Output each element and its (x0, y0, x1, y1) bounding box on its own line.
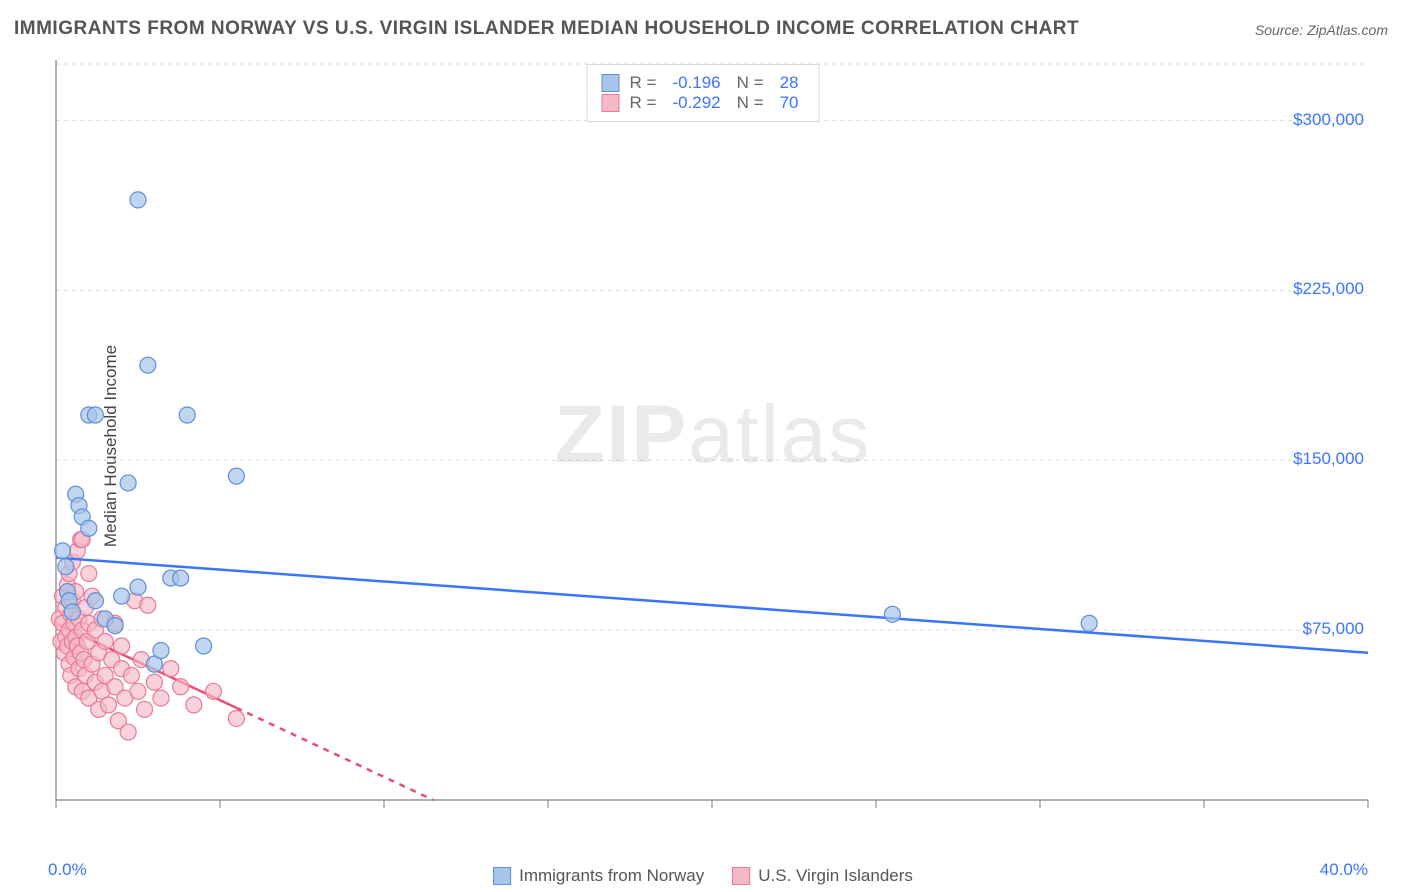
legend-label: U.S. Virgin Islanders (758, 866, 913, 886)
legend-label: Immigrants from Norway (519, 866, 704, 886)
n-value: 28 (774, 73, 805, 93)
y-tick-label: $225,000 (1293, 279, 1364, 299)
r-value: -0.292 (666, 93, 726, 113)
legend-swatch (732, 867, 750, 885)
legend-item: Immigrants from Norway (493, 866, 704, 886)
chart-title: IMMIGRANTS FROM NORWAY VS U.S. VIRGIN IS… (14, 18, 1079, 40)
n-label: N = (737, 73, 764, 93)
n-label: N = (737, 93, 764, 113)
source-label: Source: ZipAtlas.com (1255, 22, 1388, 38)
legend-item: U.S. Virgin Islanders (732, 866, 913, 886)
series-swatch (602, 94, 620, 112)
x-min-label: 0.0% (48, 860, 87, 880)
legend-swatch (493, 867, 511, 885)
r-label: R = (630, 73, 657, 93)
r-value: -0.196 (666, 73, 726, 93)
chart-area: ZIPatlas $75,000$150,000$225,000$300,000 (48, 60, 1378, 842)
series-swatch (602, 74, 620, 92)
y-tick-label: $75,000 (1303, 619, 1364, 639)
bottom-legend: Immigrants from Norway U.S. Virgin Island… (493, 866, 913, 886)
stat-row: R = -0.196 N = 28 (602, 73, 805, 93)
r-label: R = (630, 93, 657, 113)
y-tick-label: $300,000 (1293, 110, 1364, 130)
correlation-stats-box: R = -0.196 N = 28 R = -0.292 N = 70 (587, 64, 820, 122)
stat-row: R = -0.292 N = 70 (602, 93, 805, 113)
n-value: 70 (774, 93, 805, 113)
y-tick-label: $150,000 (1293, 449, 1364, 469)
scatter-plot (48, 60, 1378, 842)
x-max-label: 40.0% (1320, 860, 1368, 880)
